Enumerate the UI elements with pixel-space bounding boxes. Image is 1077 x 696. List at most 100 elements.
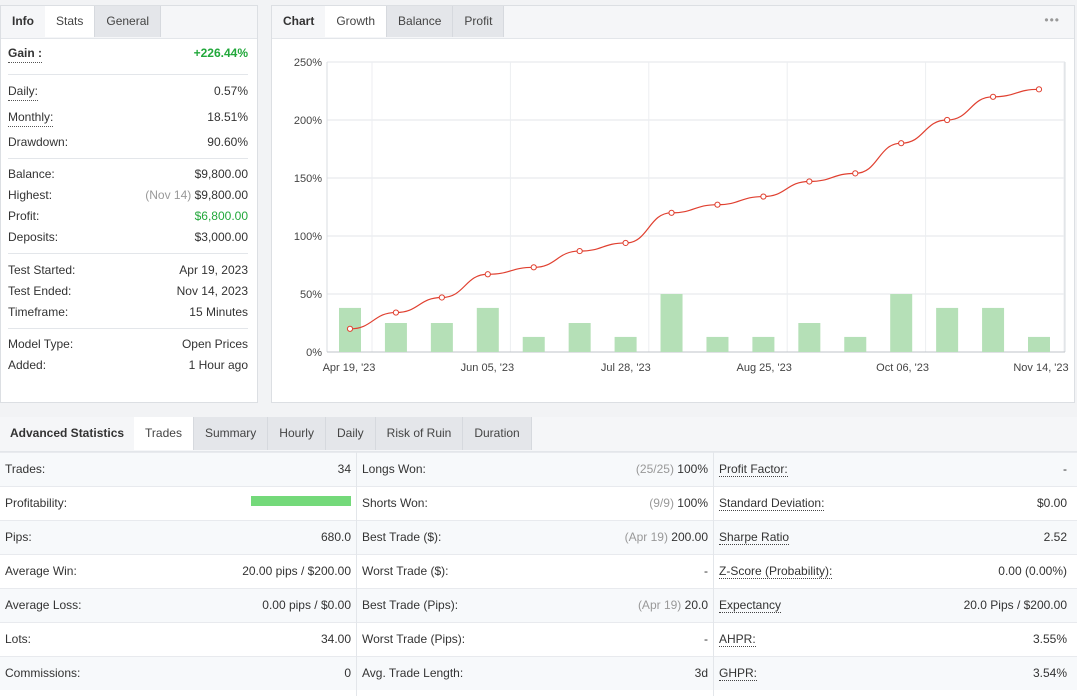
stat-label[interactable]: AHPR: xyxy=(719,632,756,647)
advanced-statistics-panel: Advanced Statistics Trades Summary Hourl… xyxy=(0,417,1077,696)
drawdown-value: 90.60% xyxy=(207,135,248,149)
stats-cell: GHPR: 3.54% xyxy=(714,657,1072,690)
stat-label[interactable]: Sharpe Ratio xyxy=(719,530,790,545)
tab-general[interactable]: General xyxy=(95,6,162,37)
stat-value: 680.0 xyxy=(320,530,351,544)
column-divider xyxy=(713,451,714,696)
gain-row: Gain : +226.44% xyxy=(8,44,248,63)
volume-bar xyxy=(430,323,453,352)
volume-bar xyxy=(706,336,729,352)
stat-label[interactable]: GHPR: xyxy=(719,666,758,681)
highest-date: (Nov 14) xyxy=(145,188,192,202)
stats-row: Profitability: Shorts Won: (9/9) 100% Stand… xyxy=(0,486,1077,520)
stats-row: Lots: 34.00 Worst Trade (Pips): - AHPR: 3.55% xyxy=(0,622,1077,656)
chart-panel: Chart Growth Balance Profit ••• 250% 200%… xyxy=(271,5,1075,403)
volume-bar xyxy=(568,323,591,352)
stat-value: 0.00 (0.00%) xyxy=(998,564,1067,578)
growth-point xyxy=(714,201,721,208)
stat-label[interactable]: Expectancy xyxy=(719,598,782,613)
tab-daily[interactable]: Daily xyxy=(325,417,376,450)
stat-value: 100% xyxy=(677,496,708,510)
stat-extra: (9/9) xyxy=(649,496,674,510)
stats-row: Commissions: 0 Avg. Trade Length: 3d GHPR: 3.… xyxy=(0,656,1077,690)
model-type-row: Model Type: Open Prices xyxy=(8,335,248,353)
stat-label[interactable]: Z-Score (Probability): xyxy=(719,564,833,579)
y-tick-label: 50% xyxy=(300,289,322,301)
balance-label: Balance: xyxy=(8,167,55,181)
stats-cell: Trades: 34 xyxy=(0,453,356,486)
tab-info[interactable]: Info xyxy=(12,14,34,28)
timeframe-row: Timeframe: 15 Minutes xyxy=(8,303,248,321)
tab-duration[interactable]: Duration xyxy=(463,417,532,450)
x-tick-label: Aug 25, '23 xyxy=(737,362,792,374)
stat-extra: (Apr 19) xyxy=(624,530,668,544)
daily-label[interactable]: Daily: xyxy=(8,82,39,101)
tab-trades[interactable]: Trades xyxy=(134,417,194,450)
drawdown-label: Drawdown: xyxy=(8,135,69,149)
stats-cell: Longs Won: (25/25) 100% xyxy=(357,453,713,486)
tab-profit[interactable]: Profit xyxy=(453,6,505,37)
highest-row: Highest: (Nov 14) $9,800.00 xyxy=(8,186,248,204)
growth-point xyxy=(622,239,629,247)
stat-label: Average Win: xyxy=(5,564,77,578)
tab-summary[interactable]: Summary xyxy=(193,417,269,450)
stats-row: Average Win: 20.00 pips / $200.00 Worst Tr… xyxy=(0,554,1077,588)
volume-bar xyxy=(476,307,499,352)
x-tick-label: Oct 06, '23 xyxy=(876,362,929,374)
stats-cell: Average Loss: 0.00 pips / $0.00 xyxy=(0,589,356,622)
stat-label: Best Trade (Pips): xyxy=(362,598,459,612)
stats-cell: Worst Trade (Pips): - xyxy=(357,623,713,656)
tab-risk-of-ruin[interactable]: Risk of Ruin xyxy=(375,417,464,450)
monthly-row: Monthly: 18.51% xyxy=(8,108,248,127)
tab-growth[interactable]: Growth xyxy=(325,6,388,37)
gain-label[interactable]: Gain : xyxy=(8,44,43,63)
timeframe-label: Timeframe: xyxy=(8,305,69,319)
stat-label: Avg. Trade Length: xyxy=(362,666,464,680)
monthly-label[interactable]: Monthly: xyxy=(8,108,54,127)
added-label: Added: xyxy=(8,358,47,372)
stat-label: Best Trade ($): xyxy=(362,530,442,544)
growth-point xyxy=(806,178,813,185)
growth-point xyxy=(438,294,445,301)
info-panel: Info Stats General Gain : +226.44% Daily… xyxy=(0,5,258,403)
model-type-value: Open Prices xyxy=(181,337,248,351)
tab-hourly[interactable]: Hourly xyxy=(268,417,326,450)
volume-bar xyxy=(844,336,867,352)
growth-line xyxy=(349,88,1040,330)
advanced-statistics-title: Advanced Statistics xyxy=(10,426,125,440)
stat-label: Pips: xyxy=(5,530,32,544)
balance-value: $9,800.00 xyxy=(194,167,248,181)
stat-label[interactable]: Profit Factor: xyxy=(719,462,788,477)
stat-label: Average Loss: xyxy=(5,598,82,612)
stat-value: 20.0 Pips / $200.00 xyxy=(963,598,1067,612)
monthly-value: 18.51% xyxy=(207,110,248,124)
test-ended-label: Test Ended: xyxy=(8,284,72,298)
stats-cell: Best Trade ($): (Apr 19) 200.00 xyxy=(357,521,713,554)
growth-point xyxy=(989,93,997,100)
profit-row: Profit: $6,800.00 xyxy=(8,207,248,225)
volume-bar xyxy=(798,323,821,352)
tab-balance[interactable]: Balance xyxy=(387,6,454,37)
tab-chart[interactable]: Chart xyxy=(283,14,315,28)
tab-stats[interactable]: Stats xyxy=(45,6,96,37)
stat-label[interactable]: Standard Deviation: xyxy=(719,496,825,511)
stats-cell: Profit Factor: - xyxy=(714,453,1072,486)
stat-value: 3d xyxy=(694,666,708,680)
volume-bar xyxy=(890,294,913,352)
volume-bar xyxy=(660,294,683,352)
drawdown-row: Drawdown: 90.60% xyxy=(8,133,248,151)
advanced-tabbar: Advanced Statistics Trades Summary Hourl… xyxy=(0,417,1077,452)
deposits-label: Deposits: xyxy=(8,230,59,244)
profit-value: $6,800.00 xyxy=(194,209,248,223)
more-dots-icon[interactable]: ••• xyxy=(1044,13,1060,27)
growth-point xyxy=(898,140,905,147)
stat-value: 20.00 pips / $200.00 xyxy=(242,564,351,578)
deposits-value: $3,000.00 xyxy=(194,230,248,244)
growth-point xyxy=(760,193,767,200)
y-tick-label: 0% xyxy=(306,347,322,359)
stat-value: 20.0 xyxy=(684,598,708,612)
model-type-label: Model Type: xyxy=(8,337,74,351)
highest-value: $9,800.00 xyxy=(194,188,248,202)
stat-extra: (25/25) xyxy=(635,462,674,476)
stat-label: Trades: xyxy=(5,462,46,476)
